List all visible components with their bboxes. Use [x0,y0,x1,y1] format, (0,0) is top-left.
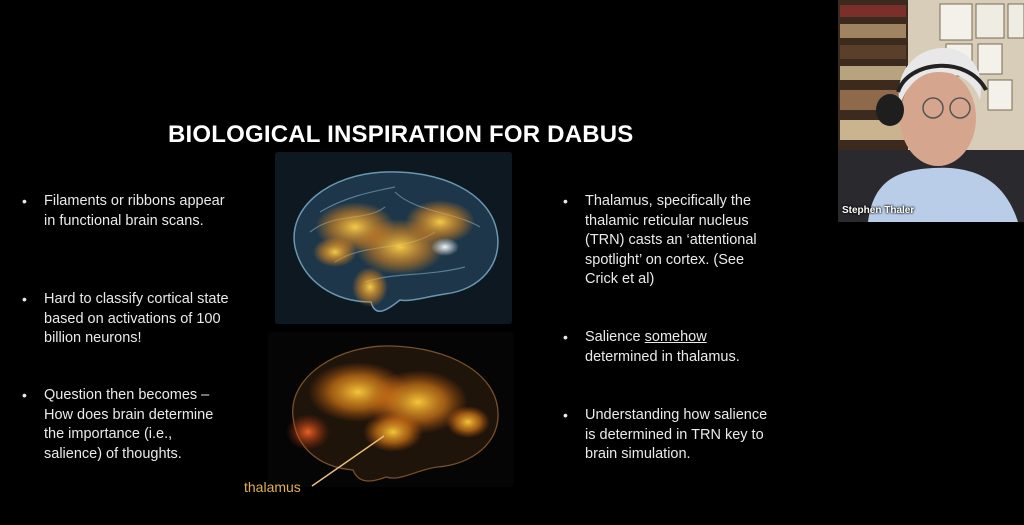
bullet-text: Filaments or ribbons appear in functiona… [44,193,225,229]
brain-scan-graphic [275,152,512,324]
bullet-icon: • [22,387,27,403]
bullet-icon: • [563,407,568,423]
list-item: • Understanding how salience is determin… [563,406,770,465]
thalamus-label: thalamus [244,479,301,495]
list-item: • Filaments or ribbons appear in functio… [22,192,234,231]
participant-video [838,0,1024,222]
bullet-icon: • [563,329,568,345]
brain-scan-image-bottom [268,332,514,487]
bullet-text: Thalamus, specifically the thalamic reti… [585,193,757,287]
bullet-icon: • [563,193,568,209]
underlined-word: somehow [644,329,707,345]
list-item: • Question then becomes – How does brain… [22,386,234,464]
participant-video-tile[interactable]: Stephen Thaler [838,0,1024,222]
bullet-text: Question then becomes – How does brain d… [44,387,214,462]
bullet-icon: • [22,193,27,209]
bullet-text: Hard to classify cortical state based on… [44,291,229,346]
participant-name-tag: Stephen Thaler [842,205,915,216]
brain-scan-image-top [275,152,512,324]
bullet-text: Salience somehow determined in thalamus. [585,329,740,365]
brain-scan-graphic [268,332,514,487]
bullet-text: Understanding how salience is determined… [585,407,768,462]
list-item: • Thalamus, specifically the thalamic re… [563,192,770,290]
slide-title: BIOLOGICAL INSPIRATION FOR DABUS [168,121,634,148]
bullet-icon: • [22,291,27,307]
list-item: • Hard to classify cortical state based … [22,290,234,349]
list-item: • Salience somehow determined in thalamu… [563,328,770,367]
